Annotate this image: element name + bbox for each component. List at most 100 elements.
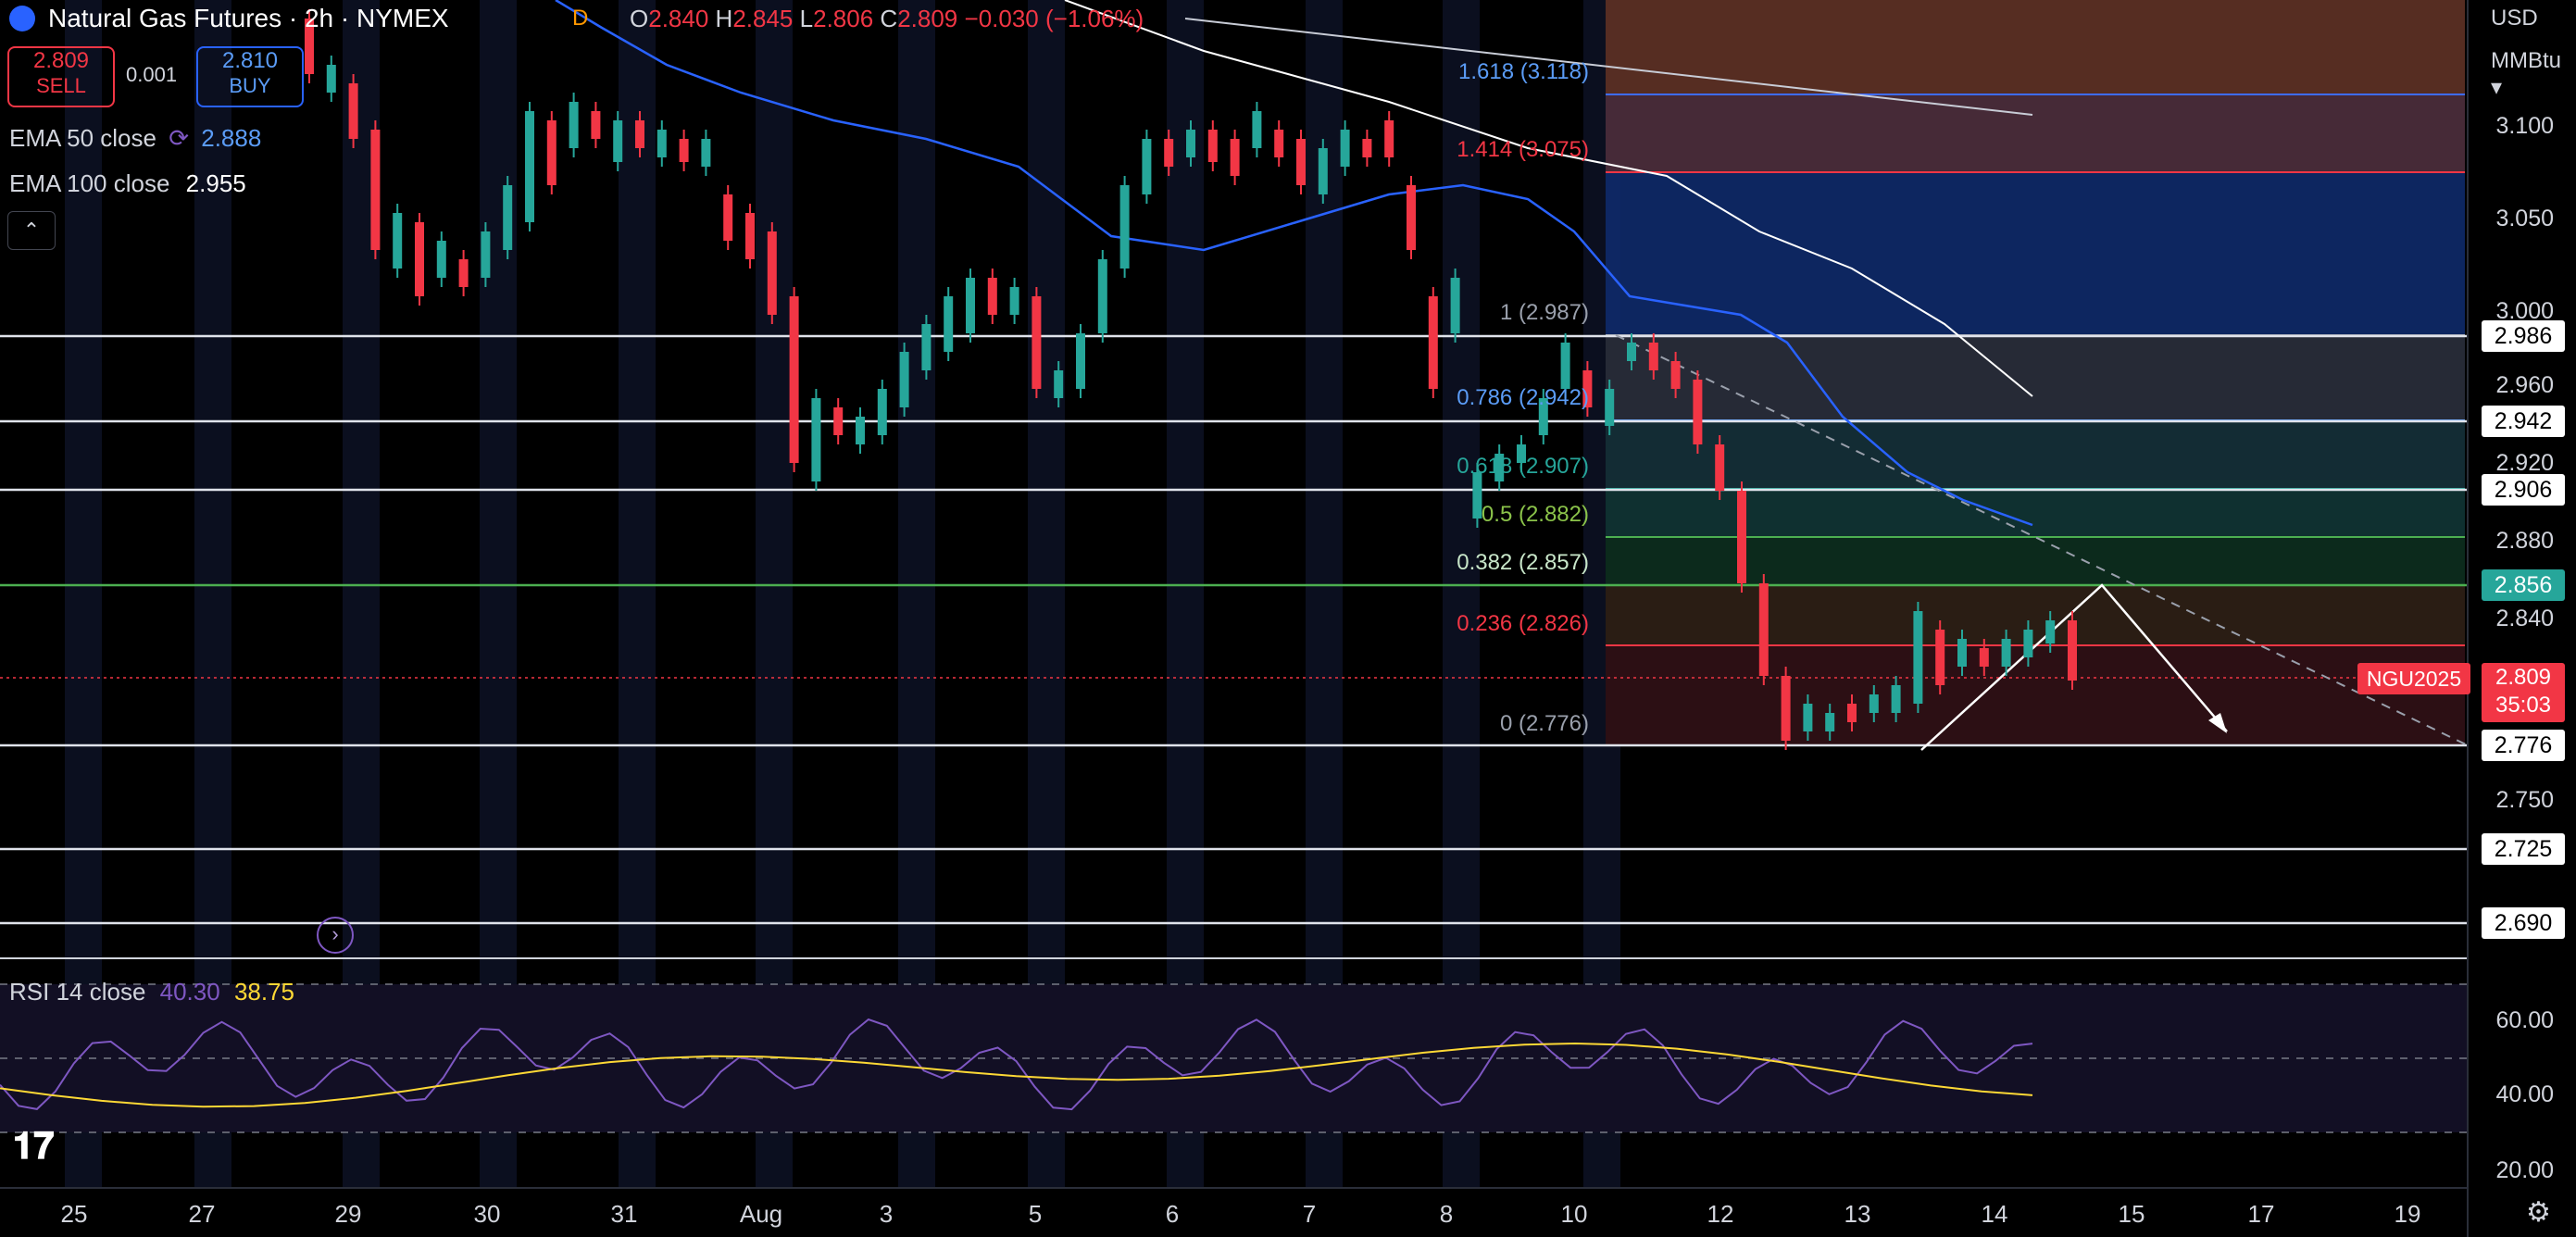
low-value: 2.806	[813, 5, 874, 32]
fib-zone-0236	[1606, 585, 2465, 645]
high-value: 2.845	[732, 5, 794, 32]
candle-body	[1648, 343, 1658, 370]
candle-body	[1207, 130, 1218, 162]
unit-selector[interactable]: MMBtu ▾	[2491, 48, 2562, 100]
rsi-tick: 20.00	[2495, 1157, 2554, 1183]
candle-body	[1009, 287, 1019, 315]
candle-body	[613, 120, 623, 162]
rsi-ma-line	[0, 1042, 2033, 1108]
time-tick: 27	[188, 1200, 216, 1228]
time-tick: 25	[60, 1200, 88, 1228]
fib-zone-0786	[1606, 335, 2465, 420]
candle-body	[1428, 296, 1438, 389]
countdown: 35:03	[2495, 693, 2552, 718]
candle-body	[415, 222, 424, 296]
rsi-legend[interactable]: RSI 14 close 40.30 38.75	[9, 978, 294, 1006]
buy-button[interactable]: 2.810 BUY	[196, 46, 304, 107]
close-value: 2.809	[897, 5, 958, 32]
price-tick: 2.960	[2495, 372, 2554, 398]
rsi-label: RSI 14 close	[9, 978, 146, 1006]
level-tag[interactable]: 2.986	[2482, 320, 2565, 352]
candle-body	[1627, 343, 1636, 361]
time-tick: 6	[1165, 1200, 1180, 1228]
rsi-ma-value: 38.75	[233, 978, 295, 1006]
candle-body	[436, 241, 446, 278]
candle-body	[1362, 139, 1372, 157]
candle-body	[1781, 676, 1791, 741]
projection-arrowhead	[2208, 713, 2227, 733]
symbol-tag: NGU2025	[2357, 663, 2470, 694]
price-tick: 2.750	[2495, 787, 2554, 813]
ema100-legend[interactable]: EMA 100 close 2.955	[9, 169, 246, 198]
fib-zone-1414	[1606, 94, 2465, 172]
candle-body	[1758, 583, 1769, 676]
level-tag[interactable]: 2.856	[2482, 569, 2565, 601]
candle-body	[1252, 111, 1262, 148]
candle-body	[458, 259, 469, 287]
tradingview-logo[interactable]: 𝟏𝟕	[13, 1126, 55, 1167]
fib-zone-1	[1606, 172, 2465, 335]
level-tag[interactable]: 2.776	[2482, 730, 2565, 761]
candle-body	[811, 398, 821, 481]
candle-body	[966, 278, 975, 333]
candle-body	[1847, 704, 1857, 722]
candle-body	[1582, 370, 1593, 407]
currency-selector[interactable]: USD	[2491, 6, 2538, 31]
candle-body	[1186, 130, 1195, 157]
gear-icon[interactable]: ⚙	[2526, 1197, 2551, 1228]
candle-body	[1274, 130, 1284, 157]
candle-body	[1032, 296, 1042, 389]
candle-body	[1737, 491, 1746, 583]
candle-body	[1450, 278, 1460, 333]
candle-body	[833, 407, 844, 435]
candle-body	[1054, 370, 1064, 398]
candle-body	[481, 231, 491, 278]
ema100-value: 2.955	[185, 169, 246, 197]
time-tick: 31	[610, 1200, 638, 1228]
time-tick: 10	[1560, 1200, 1588, 1228]
candle-body	[1076, 333, 1085, 389]
candle-body	[2068, 620, 2077, 681]
level-tag[interactable]: 2.725	[2482, 833, 2565, 865]
level-tag[interactable]: 2.942	[2482, 406, 2565, 437]
sell-button[interactable]: 2.809 SELL	[7, 46, 115, 107]
interval-badge[interactable]: D	[572, 6, 589, 31]
candle-body	[2045, 620, 2056, 643]
candle-body	[1318, 148, 1328, 194]
level-tag[interactable]: 2.690	[2482, 907, 2565, 939]
time-tick: 12	[1707, 1200, 1734, 1228]
candle-body	[1296, 139, 1306, 185]
ema50-line	[555, 0, 2033, 527]
candle-body	[657, 130, 667, 157]
price-tick: 2.920	[2495, 450, 2554, 476]
fib-label-0786: 0.786 (2.942)	[1457, 385, 1589, 410]
time-tick: 8	[1439, 1200, 1454, 1228]
symbol-title[interactable]: Natural Gas Futures · 2h · NYMEX	[48, 4, 449, 32]
candle-body	[921, 324, 932, 370]
candle-body	[767, 231, 777, 315]
candle-body	[1538, 398, 1548, 435]
symbol-logo-icon	[9, 6, 35, 31]
candle-body	[1119, 185, 1130, 269]
time-tick: 17	[2247, 1200, 2275, 1228]
level-tag[interactable]: 2.906	[2482, 474, 2565, 506]
price-tick: 3.100	[2495, 113, 2554, 139]
candle-body	[503, 185, 513, 250]
jump-to-realtime-icon[interactable]: ›	[317, 917, 354, 954]
candle-body	[1957, 639, 1967, 667]
fib-zones	[1606, 0, 2465, 745]
candlesticks	[305, 9, 2077, 750]
candle-body	[1340, 130, 1350, 167]
candle-body	[1097, 259, 1107, 333]
ema50-value: 2.888	[201, 124, 262, 152]
ema50-legend[interactable]: EMA 50 close ⟳ 2.888	[9, 124, 261, 153]
open-value: 2.840	[648, 5, 709, 32]
candle-body	[591, 111, 601, 139]
candle-body	[1494, 454, 1505, 481]
chevron-up-icon[interactable]: ⌃	[7, 211, 56, 250]
price-tick: 2.840	[2495, 606, 2554, 631]
fib-zone-top	[1606, 0, 2465, 94]
candle-body	[679, 139, 689, 162]
